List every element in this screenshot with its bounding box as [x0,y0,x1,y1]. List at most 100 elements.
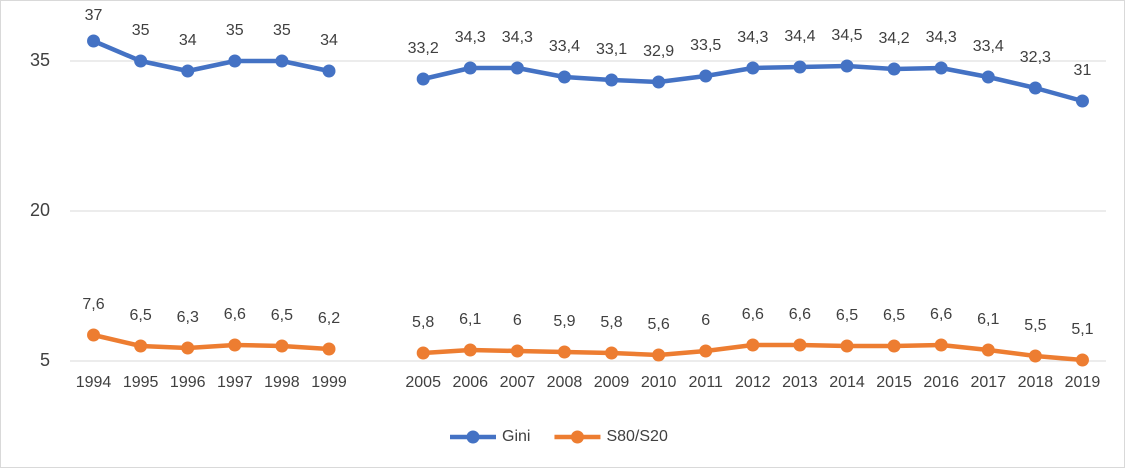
x-tick-label: 2019 [1065,374,1101,391]
data-label: 6,5 [271,307,293,324]
point-marker [699,344,713,358]
data-label: 33,5 [690,37,721,54]
point-marker [134,54,148,68]
point-marker [840,59,854,73]
y-tick-label: 5 [40,350,50,370]
data-label: 34,2 [879,30,910,47]
y-tick-label: 35 [30,50,50,70]
point-marker [228,338,242,352]
x-tick-label: 2015 [876,374,912,391]
data-label: 37 [85,7,103,24]
point-marker [87,328,101,342]
data-label: 6,6 [789,306,811,323]
x-tick-label: 2010 [641,374,677,391]
point-marker [887,62,901,76]
data-label: 33,4 [549,38,580,55]
point-marker [981,70,995,84]
x-tick-label: 1996 [170,374,206,391]
x-tick-label: 2017 [970,374,1006,391]
data-label: 6,6 [742,306,764,323]
data-label: 6,2 [318,310,340,327]
point-marker [934,61,948,75]
x-tick-label: 2011 [689,374,724,391]
legend-label: S80/S20 [606,428,667,445]
x-tick-label: 2012 [735,374,771,391]
point-marker [322,342,336,356]
data-label: 5,9 [553,313,575,330]
x-tick-label: 2014 [829,374,865,391]
x-tick-label: 2018 [1018,374,1054,391]
data-label: 6,1 [459,311,481,328]
point-marker [1028,349,1042,363]
point-marker [605,73,619,87]
data-label: 6,5 [883,307,905,324]
point-marker [652,348,666,362]
data-label: 6,5 [836,307,858,324]
x-tick-label: 2005 [405,374,441,391]
data-label: 32,3 [1020,49,1051,66]
data-label: 5,8 [412,314,434,331]
point-marker [887,339,901,353]
data-label: 5,6 [648,316,670,333]
point-marker [510,61,524,75]
data-label: 33,4 [973,38,1004,55]
point-marker [557,70,571,84]
data-label: 34,4 [784,28,815,45]
data-label: 6,5 [130,307,152,324]
x-tick-label: 2013 [782,374,818,391]
point-marker [134,339,148,353]
x-tick-label: 2009 [594,374,630,391]
data-label: 7,6 [82,296,104,313]
point-marker [793,60,807,74]
x-tick-label: 2006 [452,374,488,391]
data-label: 35 [226,22,244,39]
x-tick-label: 2016 [923,374,959,391]
data-label: 6,3 [177,309,199,326]
x-tick-label: 1998 [264,374,300,391]
x-tick-label: 1997 [217,374,253,391]
point-marker [181,64,195,78]
data-label: 34,3 [502,29,533,46]
legend-label: Gini [502,428,530,445]
point-marker [1028,81,1042,95]
point-marker [557,345,571,359]
data-label: 34,3 [737,29,768,46]
point-marker [463,61,477,75]
data-label: 5,5 [1024,317,1046,334]
data-label: 35 [273,22,291,39]
point-marker [87,34,101,48]
x-tick-label: 1999 [311,374,347,391]
data-label: 34 [179,32,197,49]
x-tick-label: 1994 [76,374,112,391]
point-marker [981,343,995,357]
data-label: 5,1 [1071,321,1093,338]
point-marker [416,346,430,360]
data-label: 33,2 [408,40,439,57]
point-marker [228,54,242,68]
data-label: 6,6 [224,306,246,323]
data-label: 6 [513,312,522,329]
point-marker [746,338,760,352]
y-tick-label: 20 [30,200,50,220]
data-label: 32,9 [643,43,674,60]
x-tick-label: 2008 [547,374,583,391]
data-label: 31 [1074,62,1092,79]
data-label: 5,8 [600,314,622,331]
point-marker [746,61,760,75]
data-label: 34,5 [831,27,862,44]
data-label: 6 [701,312,710,329]
point-marker [275,54,289,68]
point-marker [652,75,666,89]
point-marker [840,339,854,353]
point-marker [510,344,524,358]
legend-marker [570,430,584,444]
point-marker [605,346,619,360]
point-marker [1075,353,1089,367]
legend-marker [466,430,480,444]
point-marker [416,72,430,86]
point-marker [181,341,195,355]
data-label: 34,3 [926,29,957,46]
x-tick-label: 1995 [123,374,159,391]
data-label: 33,1 [596,41,627,58]
